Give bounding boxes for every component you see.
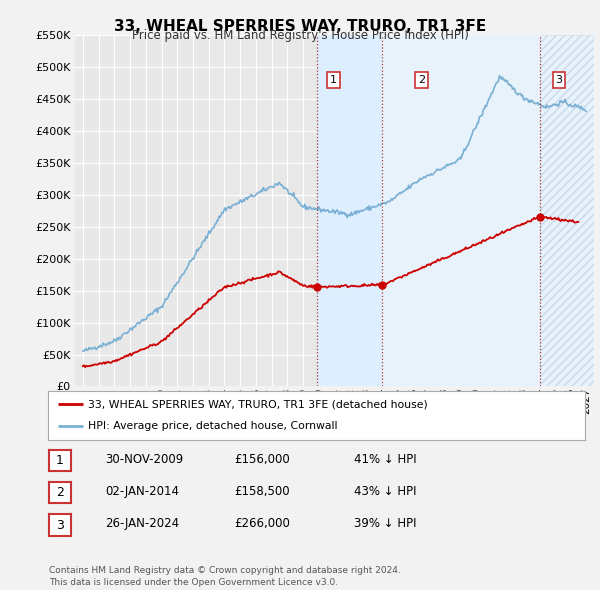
- Bar: [382, 35, 540, 386]
- Text: 30-NOV-2009: 30-NOV-2009: [105, 453, 183, 466]
- Text: 1: 1: [56, 454, 64, 467]
- Text: 33, WHEAL SPERRIES WAY, TRURO, TR1 3FE: 33, WHEAL SPERRIES WAY, TRURO, TR1 3FE: [114, 19, 486, 34]
- Text: 3: 3: [56, 519, 64, 532]
- Bar: [540, 35, 594, 386]
- Text: HPI: Average price, detached house, Cornwall: HPI: Average price, detached house, Corn…: [88, 421, 338, 431]
- Text: 1: 1: [330, 75, 337, 85]
- Text: 2: 2: [418, 75, 425, 85]
- Text: 43% ↓ HPI: 43% ↓ HPI: [354, 485, 416, 498]
- Text: 02-JAN-2014: 02-JAN-2014: [105, 485, 179, 498]
- Text: Contains HM Land Registry data © Crown copyright and database right 2024.
This d: Contains HM Land Registry data © Crown c…: [49, 566, 401, 587]
- Text: 26-JAN-2024: 26-JAN-2024: [105, 517, 179, 530]
- Text: £158,500: £158,500: [234, 485, 290, 498]
- Text: 39% ↓ HPI: 39% ↓ HPI: [354, 517, 416, 530]
- Text: 41% ↓ HPI: 41% ↓ HPI: [354, 453, 416, 466]
- Text: £266,000: £266,000: [234, 517, 290, 530]
- Bar: [317, 35, 382, 386]
- Text: £156,000: £156,000: [234, 453, 290, 466]
- Text: Price paid vs. HM Land Registry's House Price Index (HPI): Price paid vs. HM Land Registry's House …: [131, 30, 469, 42]
- Text: 2: 2: [56, 486, 64, 499]
- Text: 3: 3: [556, 75, 562, 85]
- Text: 33, WHEAL SPERRIES WAY, TRURO, TR1 3FE (detached house): 33, WHEAL SPERRIES WAY, TRURO, TR1 3FE (…: [88, 399, 428, 409]
